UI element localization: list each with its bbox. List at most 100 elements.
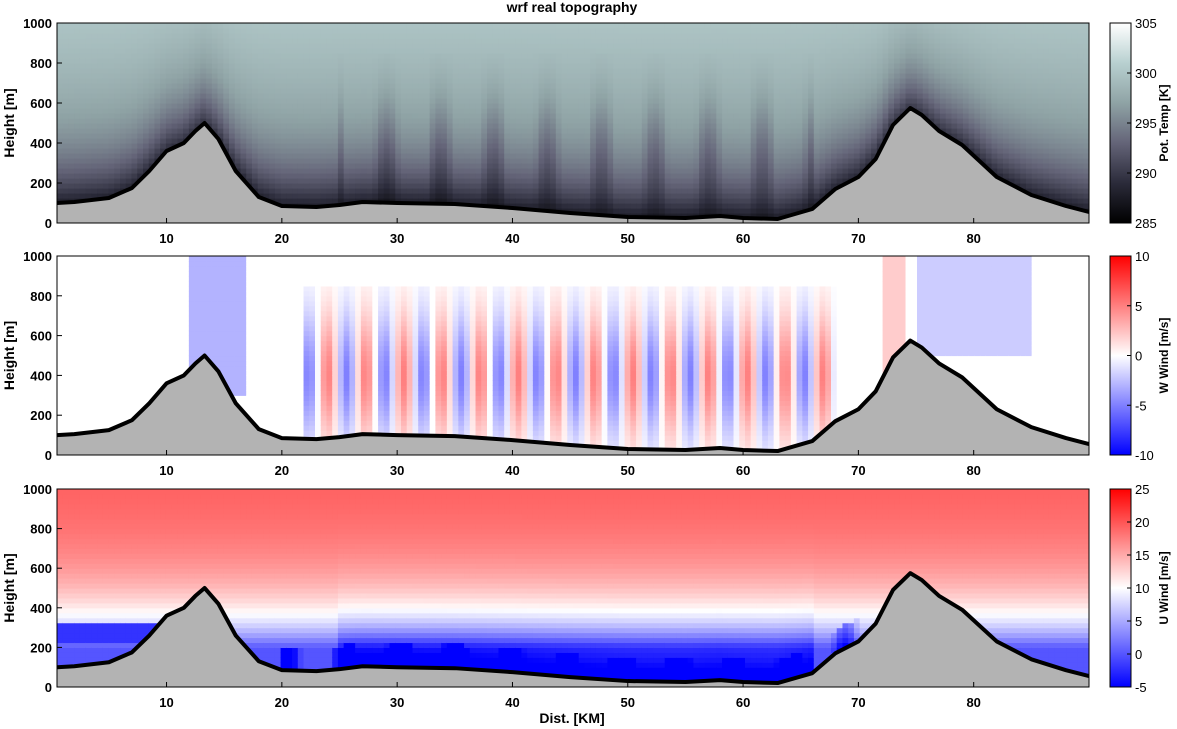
heatmap-cell — [79, 83, 87, 89]
heatmap-cell — [687, 73, 694, 79]
heatmap-cell — [332, 143, 339, 149]
heatmap-cell — [91, 178, 98, 184]
heatmap-cell — [567, 153, 574, 159]
heatmap-cell — [343, 153, 350, 159]
heatmap-cell — [131, 158, 138, 164]
heatmap-cell — [125, 113, 133, 119]
heatmap-cell — [498, 83, 505, 89]
heatmap-cell — [320, 88, 328, 94]
heatmap-cell — [223, 53, 230, 59]
heatmap-cell — [704, 168, 712, 174]
heatmap-cell — [297, 133, 305, 139]
heatmap-cell — [636, 68, 643, 74]
heatmap-cell — [716, 178, 723, 184]
heatmap-cell — [332, 78, 339, 84]
heatmap-cell — [527, 68, 534, 74]
heatmap-cell — [366, 78, 373, 84]
heatmap-cell — [733, 23, 740, 29]
heatmap-cell — [85, 138, 92, 144]
heatmap-cell — [435, 138, 442, 144]
heatmap-cell — [297, 153, 305, 159]
heatmap-cell — [211, 28, 219, 34]
heatmap-cell — [722, 63, 729, 69]
heatmap-cell — [183, 103, 190, 109]
heatmap-cell — [234, 93, 242, 99]
heatmap-cell — [750, 23, 758, 29]
heatmap-cell — [567, 83, 574, 89]
heatmap-cell — [492, 158, 500, 164]
heatmap-cell — [762, 203, 769, 209]
heatmap-cell — [429, 28, 436, 34]
heatmap-cell — [171, 103, 178, 109]
heatmap-cell — [544, 183, 551, 189]
heatmap-cell — [653, 138, 660, 144]
heatmap-cell — [670, 143, 677, 149]
heatmap-cell — [326, 43, 333, 49]
heatmap-cell — [349, 73, 356, 79]
heatmap-cell — [274, 118, 282, 124]
heatmap-cell — [435, 128, 442, 134]
heatmap-cell — [97, 178, 104, 184]
heatmap-cell — [292, 118, 299, 124]
heatmap-cell — [297, 168, 305, 174]
heatmap-cell — [670, 53, 677, 59]
heatmap-cell — [595, 103, 603, 109]
heatmap-cell — [573, 73, 580, 79]
heatmap-cell — [624, 73, 631, 79]
heatmap-cell — [693, 38, 700, 44]
heatmap-cell — [624, 148, 631, 154]
heatmap-cell — [395, 143, 402, 149]
heatmap-cell — [498, 153, 505, 159]
heatmap-cell — [171, 83, 178, 89]
heatmap-cell — [395, 88, 402, 94]
heatmap-cell — [297, 108, 305, 114]
heatmap-cell — [475, 133, 482, 139]
heatmap-cell — [372, 73, 379, 79]
heatmap-cell — [722, 183, 729, 189]
heatmap-cell — [590, 113, 597, 119]
heatmap-cell — [767, 203, 775, 209]
heatmap-cell — [108, 88, 115, 94]
heatmap-cell — [251, 143, 259, 149]
heatmap-cell — [492, 198, 500, 204]
heatmap-cell — [85, 133, 92, 139]
heatmap-cell — [223, 78, 230, 84]
heatmap-cell — [745, 108, 752, 114]
heatmap-cell — [653, 23, 660, 29]
heatmap-cell — [131, 173, 138, 179]
heatmap-cell — [739, 123, 746, 129]
heatmap-cell — [681, 113, 689, 119]
heatmap-cell — [750, 148, 758, 154]
heatmap-cell — [412, 23, 419, 29]
heatmap-cell — [378, 133, 385, 139]
heatmap-cell — [372, 63, 379, 69]
heatmap-cell — [332, 103, 339, 109]
heatmap-cell — [286, 23, 293, 29]
heatmap-cell — [767, 133, 775, 139]
heatmap-cell — [337, 33, 345, 39]
heatmap-cell — [515, 63, 522, 69]
heatmap-cell — [624, 128, 631, 134]
heatmap-cell — [475, 58, 482, 64]
heatmap-cell — [401, 83, 408, 89]
heatmap-cell — [332, 83, 339, 89]
heatmap-cell — [263, 133, 270, 139]
heatmap-cell — [733, 58, 740, 64]
heatmap-cell — [102, 188, 110, 194]
heatmap-cell — [670, 103, 677, 109]
heatmap-cell — [446, 188, 454, 194]
heatmap-cell — [286, 38, 293, 44]
heatmap-cell — [613, 53, 620, 59]
figure-title: wrf real topography — [506, 0, 638, 15]
heatmap-cell — [286, 83, 293, 89]
heatmap-cell — [206, 43, 213, 49]
heatmap-cell — [550, 23, 557, 29]
heatmap-cell — [292, 43, 299, 49]
heatmap-cell — [257, 148, 264, 154]
heatmap-cell — [280, 68, 287, 74]
heatmap-cell — [699, 68, 706, 74]
heatmap-cell — [670, 108, 677, 114]
heatmap-cell — [762, 98, 769, 104]
heatmap-cell — [114, 38, 121, 44]
heatmap-cell — [659, 108, 666, 114]
